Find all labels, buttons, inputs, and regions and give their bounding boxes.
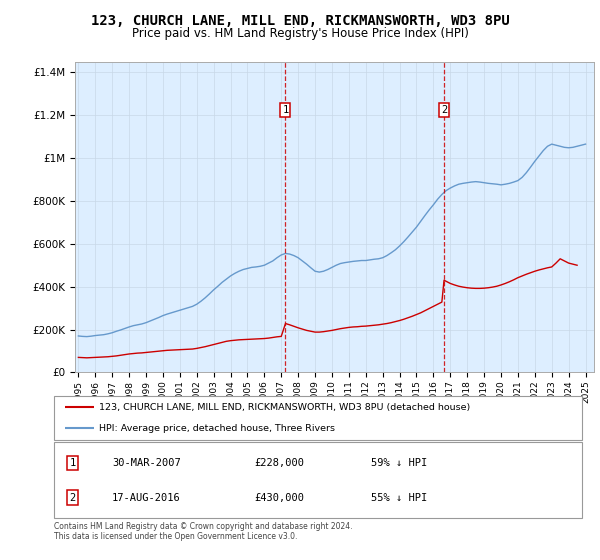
Text: 17-AUG-2016: 17-AUG-2016 [112,493,181,502]
Text: 2: 2 [70,493,76,502]
Text: 55% ↓ HPI: 55% ↓ HPI [371,493,427,502]
Text: 123, CHURCH LANE, MILL END, RICKMANSWORTH, WD3 8PU: 123, CHURCH LANE, MILL END, RICKMANSWORT… [91,14,509,28]
FancyBboxPatch shape [54,442,582,518]
Text: Contains HM Land Registry data © Crown copyright and database right 2024.: Contains HM Land Registry data © Crown c… [54,522,353,531]
Text: This data is licensed under the Open Government Licence v3.0.: This data is licensed under the Open Gov… [54,532,298,541]
Text: £228,000: £228,000 [254,458,305,468]
Text: 1: 1 [283,105,289,115]
Text: 59% ↓ HPI: 59% ↓ HPI [371,458,427,468]
Text: HPI: Average price, detached house, Three Rivers: HPI: Average price, detached house, Thre… [99,424,335,433]
Text: 1: 1 [70,458,76,468]
Text: £430,000: £430,000 [254,493,305,502]
Text: 30-MAR-2007: 30-MAR-2007 [112,458,181,468]
Text: 123, CHURCH LANE, MILL END, RICKMANSWORTH, WD3 8PU (detached house): 123, CHURCH LANE, MILL END, RICKMANSWORT… [99,403,470,412]
Text: Price paid vs. HM Land Registry's House Price Index (HPI): Price paid vs. HM Land Registry's House … [131,27,469,40]
Text: 2: 2 [441,105,447,115]
FancyBboxPatch shape [54,396,582,440]
